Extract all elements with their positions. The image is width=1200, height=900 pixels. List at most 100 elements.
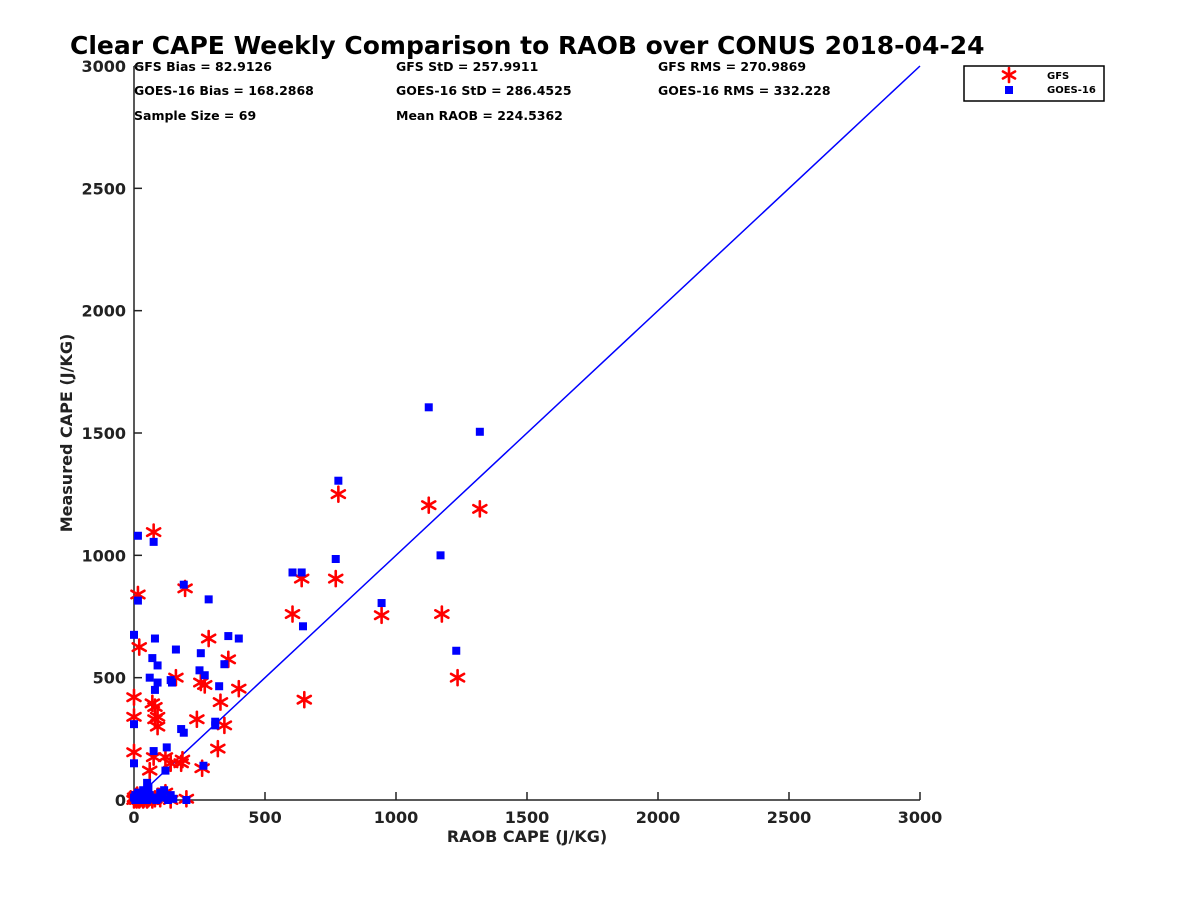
gfs-point [212,693,229,711]
legend-gfs-marker [1001,66,1017,84]
goes16-point [424,403,433,412]
stat-goes16-rms: GOES-16 RMS = 332.228 [658,83,831,98]
gfs-point [126,688,142,707]
goes16-point [143,778,152,787]
goes16-point [143,796,152,804]
gfs-point [420,496,437,514]
goes16-point [288,568,297,577]
y-tick-label: 500 [93,669,126,688]
goes16-point [130,759,138,768]
gfs-point [126,743,142,762]
gfs-point [174,750,191,769]
goes16-point [133,596,142,605]
goes16-point [200,671,209,680]
goes16-point [171,645,180,654]
gfs-point [216,716,233,735]
goes16-point [204,595,213,604]
goes16-point [149,537,158,546]
goes16-point [297,568,306,577]
gfs-point [189,710,205,729]
one-to-one-line [133,65,921,801]
gfs-point [231,679,247,698]
goes16-point [436,551,445,560]
goes16-point [182,796,191,804]
goes16-point [195,666,204,675]
gfs-point [373,606,390,625]
goes16-point [179,728,188,737]
gfs-point [141,761,158,780]
gfs-point [449,668,466,687]
goes16-point [130,720,138,729]
goes16-point [224,632,233,641]
x-tick-label: 3000 [898,808,943,827]
goes16-point [179,580,188,589]
goes16-point [148,654,157,663]
y-axis-ticks: 0 500 1000 1500 2000 2500 3000 [81,57,142,810]
goes16-series [130,403,484,804]
gfs-point [196,676,213,694]
legend: GFS GOES-16 [963,65,1105,102]
x-tick-label: 0 [128,808,139,827]
gfs-series [126,485,488,809]
reference-line [133,65,921,801]
y-tick-label: 2500 [81,179,126,198]
y-tick-label: 1500 [81,424,126,443]
x-tick-label: 1000 [374,808,419,827]
x-tick-label: 2000 [636,808,681,827]
stat-mean-raob: Mean RAOB = 224.5362 [396,108,563,123]
x-tick-label: 2500 [767,808,812,827]
goes16-point [150,634,159,643]
statistics-block: GFS Bias = 82.9126 GFS StD = 257.9911 GF… [134,59,831,123]
goes16-point [166,676,175,685]
gfs-point [145,523,162,541]
goes16-point [211,721,220,730]
goes16-point [139,786,148,795]
goes16-point [153,794,162,803]
y-tick-label: 2000 [81,302,126,321]
goes16-point [331,555,340,564]
goes16-point [160,786,169,795]
goes16-point [162,743,171,752]
goes16-point [153,678,162,687]
goes16-point [130,630,138,639]
goes16-point [161,766,170,775]
goes16-point [149,747,158,756]
goes16-point [334,476,343,485]
legend-gfs-star [1001,66,1017,84]
goes16-point [130,793,138,802]
stat-goes16-bias: GOES-16 Bias = 168.2868 [134,83,314,98]
goes16-point [153,661,162,670]
legend-gfs-label: GFS [1047,71,1069,82]
chart-title: Clear CAPE Weekly Comparison to RAOB ove… [70,31,985,60]
goes16-point [298,622,307,631]
gfs-point [472,500,488,518]
gfs-point [210,739,226,758]
goes16-point [148,793,157,802]
goes16-point [164,796,173,804]
x-tick-label: 500 [248,808,281,827]
y-axis-label: Measured CAPE (J/KG) [57,334,76,533]
stat-gfs-bias: GFS Bias = 82.9126 [134,59,272,74]
goes16-point [452,646,461,655]
gfs-point [284,605,301,623]
stat-goes16-std: GOES-16 StD = 286.4525 [396,83,572,98]
legend-goes16-marker [1005,86,1013,94]
gfs-point [330,485,347,503]
x-tick-label: 1500 [505,808,550,827]
goes16-point [377,599,386,608]
legend-box [963,65,1105,102]
stat-sample-size: Sample Size = 69 [134,108,256,123]
goes16-point [475,427,484,436]
y-tick-label: 1000 [81,546,126,565]
gfs-point [434,605,450,623]
goes16-point [166,791,175,800]
gfs-point [327,569,344,588]
goes16-point [199,761,208,770]
gfs-point [149,717,166,736]
legend-goes16-label: GOES-16 [1047,85,1096,96]
gfs-point [200,629,217,648]
gfs-point [131,638,148,656]
goes16-point [145,673,154,682]
goes16-point [144,783,153,792]
